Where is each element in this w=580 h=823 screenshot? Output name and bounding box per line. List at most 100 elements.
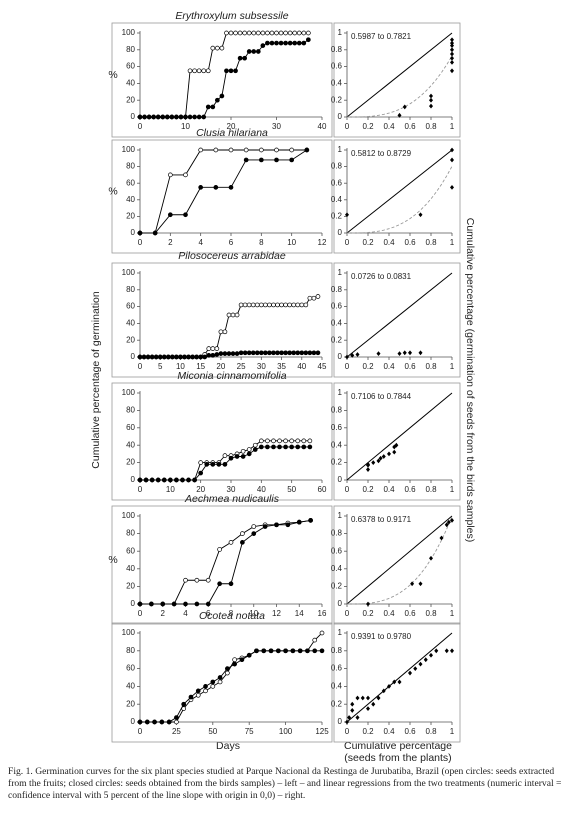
x-tick-label: 40 [318, 122, 327, 131]
y-tick-label: 40 [126, 319, 135, 328]
point [450, 37, 454, 43]
point [350, 701, 355, 707]
point [238, 302, 244, 308]
point [149, 354, 155, 360]
x-tick-label: 4 [198, 238, 203, 247]
y-tick-label: 0 [338, 352, 343, 361]
y-tick-label: 0.2 [331, 95, 343, 104]
point [157, 354, 163, 360]
x-tick-label: 0.4 [383, 485, 395, 494]
x-tick-label: 0.8 [425, 122, 437, 131]
point [371, 460, 376, 465]
series-line [140, 519, 311, 605]
y-tick-label: 0 [131, 717, 136, 726]
point [271, 444, 276, 450]
point [170, 354, 175, 360]
point [296, 30, 302, 36]
y-tick-label: 100 [122, 511, 136, 520]
point [261, 648, 267, 654]
point [366, 601, 370, 607]
point [301, 30, 307, 36]
y-tick-label: 60 [126, 664, 135, 673]
point [289, 147, 295, 153]
x-tick-label: 75 [245, 727, 254, 736]
y-tick-label: 0.6 [331, 423, 343, 432]
y-tick-label: 0.8 [331, 162, 343, 171]
point [269, 30, 275, 36]
point [291, 350, 297, 356]
point [263, 302, 268, 308]
annotation: 0.5812 to 0.8729 [351, 149, 412, 158]
point [450, 648, 454, 654]
point [222, 453, 228, 458]
point [137, 477, 143, 483]
point [290, 648, 296, 654]
point [195, 692, 201, 698]
point [171, 601, 177, 607]
point [167, 212, 173, 218]
point [217, 675, 223, 680]
y-tick-label: 60 [126, 423, 135, 432]
point [402, 104, 407, 110]
point [306, 37, 311, 43]
x-tick-label: 0.8 [425, 727, 437, 736]
point [292, 30, 298, 36]
x-tick-label: 1 [450, 485, 455, 494]
series-line [140, 149, 308, 234]
x2-axis-label: (seeds from the plants) [344, 752, 451, 764]
point [202, 354, 208, 360]
regression-curve [346, 516, 453, 605]
x-tick-label: 1 [450, 122, 455, 131]
point [450, 68, 454, 74]
point [429, 652, 433, 658]
point [198, 354, 204, 360]
x-tick-label: 5 [158, 362, 163, 371]
point [228, 540, 234, 545]
y-tick-label: 0.4 [331, 440, 343, 449]
point [355, 695, 360, 701]
point [201, 68, 207, 74]
point [345, 354, 349, 360]
point [265, 30, 270, 36]
point [228, 455, 234, 461]
point [214, 346, 220, 351]
y-tick-label: 20 [126, 699, 135, 708]
point [255, 30, 261, 36]
y-tick-label: 40 [126, 440, 135, 449]
point [246, 350, 252, 356]
point [402, 350, 407, 356]
identity-line [346, 515, 453, 605]
point [234, 312, 240, 318]
y-tick-label: 0.4 [331, 564, 343, 573]
x-tick-label: 12 [272, 609, 281, 618]
point [278, 40, 284, 46]
point [232, 661, 237, 667]
point [210, 352, 216, 358]
y-tick-label: 40 [126, 682, 135, 691]
y-unit-label: % [108, 69, 117, 81]
point [228, 185, 234, 190]
point [246, 652, 252, 658]
point [219, 93, 225, 99]
point [174, 715, 179, 720]
point [450, 47, 454, 53]
point [183, 212, 188, 218]
point [137, 114, 143, 120]
x-tick-label: 0.6 [404, 362, 416, 371]
point [283, 302, 288, 308]
x-tick-label: 0.4 [383, 362, 395, 371]
x-tick-label: 0.2 [362, 122, 374, 131]
point [274, 40, 279, 46]
point [274, 147, 279, 153]
point [254, 302, 260, 308]
point [137, 230, 143, 236]
point [296, 519, 302, 525]
x-tick-label: 14 [295, 609, 304, 618]
point [232, 657, 237, 663]
point [143, 477, 149, 483]
point [246, 451, 252, 457]
point [277, 438, 282, 444]
point [251, 524, 257, 529]
point [238, 350, 244, 356]
point [429, 97, 433, 103]
